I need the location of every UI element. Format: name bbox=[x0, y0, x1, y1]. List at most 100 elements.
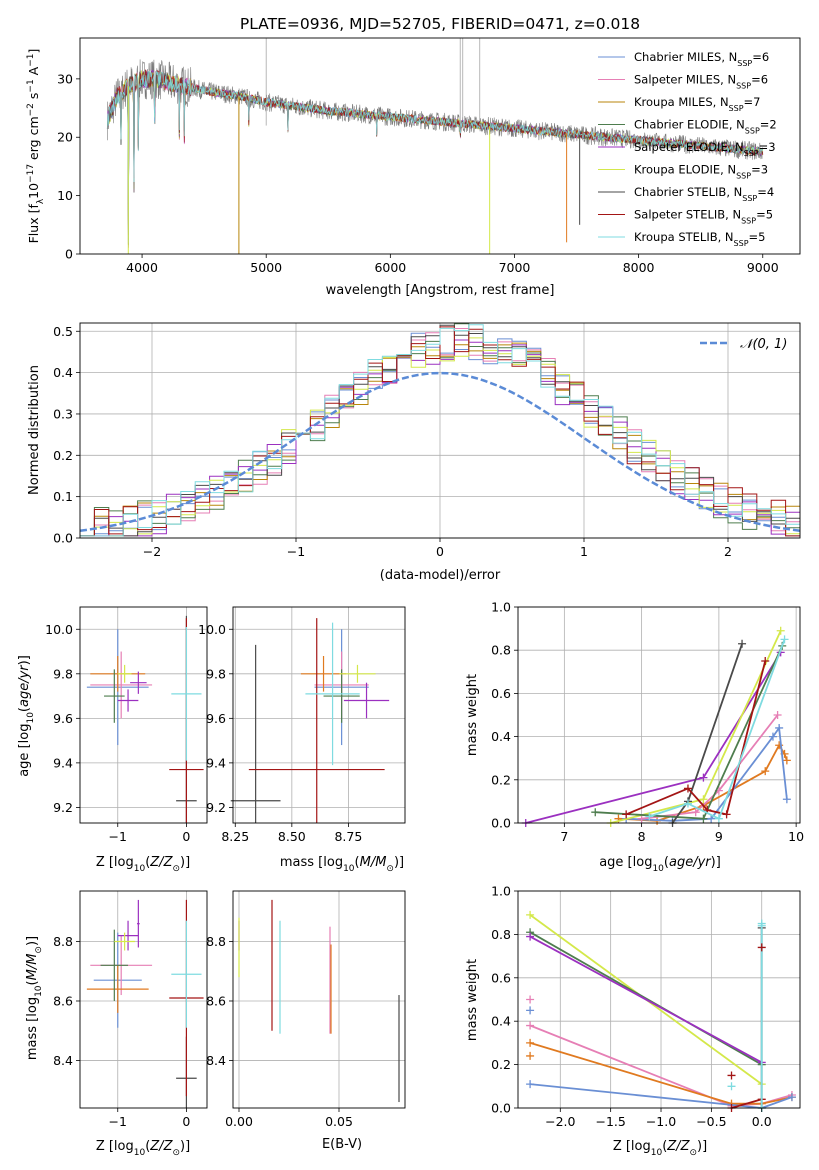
spectrum-frame bbox=[79, 37, 801, 255]
mass-vs-metallicity-ytick-label: 8.8 bbox=[53, 934, 73, 949]
spectrum-ylabel: Flux [fλ10−17 erg cm−2 s−1 A−1] bbox=[26, 49, 46, 244]
residuals-plot-area bbox=[80, 323, 800, 537]
weight-vs-metallicity-panel: −2.0 −1.5 −1.0 −0.5 0.0 0.0 0.2 0.4 0.6 0.8 1.0 bbox=[491, 884, 801, 1129]
mass-vs-extinction-xtick-label: 0.05 bbox=[325, 1114, 353, 1129]
age-vs-metallicity-xtick-label: 0 bbox=[182, 829, 190, 844]
spectrum-xtick-label: 9000 bbox=[747, 260, 779, 275]
mass-vs-metallicity-xtick-label: 0 bbox=[182, 1114, 190, 1129]
weight-vs-age-marker bbox=[768, 732, 777, 741]
age-vs-mass-ytick-label: 9.8 bbox=[206, 666, 226, 681]
mass-vs-extinction-panel: 0.00 0.05 8.4 8.6 8.8 bbox=[206, 890, 406, 1129]
mass-vs-extinction-frame bbox=[232, 890, 406, 1109]
weight-vs-metallicity-series-line bbox=[731, 1098, 762, 1109]
weight-vs-metallicity-marker bbox=[787, 1093, 796, 1102]
weight-vs-metallicity-marker bbox=[757, 921, 766, 930]
weight-vs-metallicity-series-line bbox=[529, 931, 763, 1066]
age-vs-metallicity-frame bbox=[79, 606, 208, 824]
residuals-ytick-label: 0.3 bbox=[53, 406, 73, 421]
weight-vs-age-xtick-label: 8 bbox=[638, 829, 646, 844]
age-vs-mass-ytick-label: 9.2 bbox=[206, 800, 226, 815]
weight-vs-metallicity-frame bbox=[517, 890, 801, 1109]
weight-vs-metallicity-marker bbox=[526, 1080, 535, 1089]
weight-vs-age-marker bbox=[738, 639, 747, 648]
legend-entry: Salpeter MILES, NSSP=6 bbox=[634, 73, 768, 91]
mass-vs-metallicity-ytick-label: 8.4 bbox=[53, 1053, 73, 1068]
mass-vs-extinction-xtick-label: 0.00 bbox=[225, 1114, 253, 1129]
age-vs-mass-panel: 8.25 8.50 8.75 9.2 9.4 9.6 9.8 10.0 bbox=[198, 606, 406, 844]
legend-entry: Chabrier MILES, NSSP=6 bbox=[634, 50, 769, 68]
weight-vs-age-series-line bbox=[626, 725, 788, 822]
age-vs-metallicity-xtick-label: −1 bbox=[109, 829, 127, 844]
mass-vs-extinction-ytick-label: 8.6 bbox=[206, 993, 226, 1008]
weight-vs-metallicity-marker bbox=[526, 1021, 535, 1030]
residuals-xtick-label: 1 bbox=[580, 544, 588, 559]
residuals-xtick-label: −2 bbox=[143, 544, 161, 559]
weight-vs-age-marker bbox=[645, 812, 654, 821]
age-vs-metallicity-ytick-label: 9.8 bbox=[53, 666, 73, 681]
mass-vs-metallicity-frame bbox=[79, 890, 208, 1109]
age-vs-metallicity-ylabel: age [log10(age/yr)] bbox=[17, 655, 36, 777]
weight-vs-age-xtick-label: 9 bbox=[715, 829, 723, 844]
weight-vs-metallicity-series-line bbox=[529, 1024, 793, 1107]
weight-vs-age-xtick-label: 7 bbox=[560, 829, 568, 844]
weight-vs-metallicity-marker bbox=[526, 932, 535, 941]
residuals-ytick-label: 0.5 bbox=[53, 324, 73, 339]
mass-vs-metallicity-ylabel: mass [log10(M/M⊙)] bbox=[25, 936, 44, 1060]
weight-vs-metallicity-marker bbox=[526, 995, 535, 1004]
age-vs-mass-xtick-label: 8.25 bbox=[221, 829, 249, 844]
weight-vs-age-marker bbox=[780, 635, 789, 644]
residuals-ytick-label: 0.0 bbox=[53, 531, 73, 546]
age-vs-mass-ytick-label: 9.6 bbox=[206, 711, 226, 726]
weight-vs-metallicity-marker bbox=[757, 943, 766, 952]
spectrum-ytick-label: 0 bbox=[65, 247, 73, 262]
residuals-legend: 𝒩(0, 1) bbox=[700, 337, 787, 352]
age-vs-metallicity-ytick-label: 9.2 bbox=[53, 800, 73, 815]
spectrum-xlabel: wavelength [Angstrom, rest frame] bbox=[326, 283, 555, 298]
age-vs-metallicity-ytick-label: 9.6 bbox=[53, 711, 73, 726]
spectrum-xtick-label: 6000 bbox=[374, 260, 406, 275]
figure-title: PLATE=0936, MJD=52705, FIBERID=0471, z=0… bbox=[240, 15, 640, 33]
weight-vs-age-marker bbox=[591, 808, 600, 817]
weight-vs-age-ytick-label: 0.6 bbox=[491, 686, 511, 701]
mass-vs-metallicity-ytick-label: 8.6 bbox=[53, 993, 73, 1008]
residuals-ylabel: Normed distribution bbox=[27, 365, 42, 495]
residual-histogram bbox=[80, 324, 800, 537]
residuals-ytick-label: 0.4 bbox=[53, 365, 73, 380]
mass-vs-extinction-xlabel: E(B-V) bbox=[322, 1137, 362, 1152]
legend-entry: Kroupa MILES, NSSP=7 bbox=[634, 95, 760, 113]
weight-vs-age-marker bbox=[691, 808, 700, 817]
weight-vs-age-panel: 7 8 9 10 0.0 0.2 0.4 0.6 0.8 1.0 bbox=[491, 600, 804, 845]
weight-vs-age-marker bbox=[622, 810, 631, 819]
spectrum-xtick-label: 8000 bbox=[623, 260, 655, 275]
weight-vs-age-ytick-label: 0.2 bbox=[491, 772, 511, 787]
weight-vs-age-marker bbox=[782, 756, 791, 765]
weight-vs-metallicity-ytick-label: 0.0 bbox=[491, 1101, 511, 1116]
legend-entry: Salpeter ELODIE, NSSP=3 bbox=[634, 140, 776, 158]
mass-vs-metallicity-xlabel: Z [log10(Z/Z⊙)] bbox=[96, 1139, 190, 1158]
weight-vs-age-series-line bbox=[525, 651, 782, 824]
residuals-ytick-label: 0.1 bbox=[53, 489, 73, 504]
weight-vs-age-marker bbox=[722, 810, 731, 819]
age-vs-mass-frame bbox=[232, 606, 406, 824]
weight-vs-age-marker bbox=[773, 711, 782, 719]
weight-vs-age-marker bbox=[699, 795, 708, 804]
residuals-xtick-label: −1 bbox=[287, 544, 305, 559]
weight-vs-age-frame bbox=[517, 606, 801, 824]
weight-vs-age-marker bbox=[699, 773, 708, 782]
spectrum-ytick-label: 30 bbox=[57, 71, 73, 86]
age-vs-metallicity-ytick-label: 9.4 bbox=[53, 755, 73, 770]
age-vs-metallicity-xlabel: Z [log10(Z/Z⊙)] bbox=[96, 855, 190, 874]
legend-entry: Kroupa STELIB, NSSP=5 bbox=[634, 230, 765, 248]
weight-vs-age-marker bbox=[707, 814, 716, 823]
model-spectrum bbox=[106, 70, 764, 243]
weight-vs-age-marker bbox=[683, 799, 692, 808]
weight-vs-metallicity-marker bbox=[526, 1051, 535, 1060]
legend-entry: Salpeter STELIB, NSSP=5 bbox=[634, 208, 773, 226]
weight-vs-metallicity-xlabel: Z [log10(Z/Z⊙)] bbox=[613, 1139, 707, 1158]
spectrum-legend: Chabrier MILES, NSSP=6 Salpeter MILES, NS… bbox=[598, 50, 777, 248]
weight-vs-metallicity-marker bbox=[727, 1071, 736, 1080]
mass-vs-metallicity-xtick-label: −1 bbox=[109, 1114, 127, 1129]
gaussian-curve bbox=[80, 371, 800, 533]
weight-vs-age-xlabel: age [log10(age/yr)] bbox=[599, 855, 721, 874]
